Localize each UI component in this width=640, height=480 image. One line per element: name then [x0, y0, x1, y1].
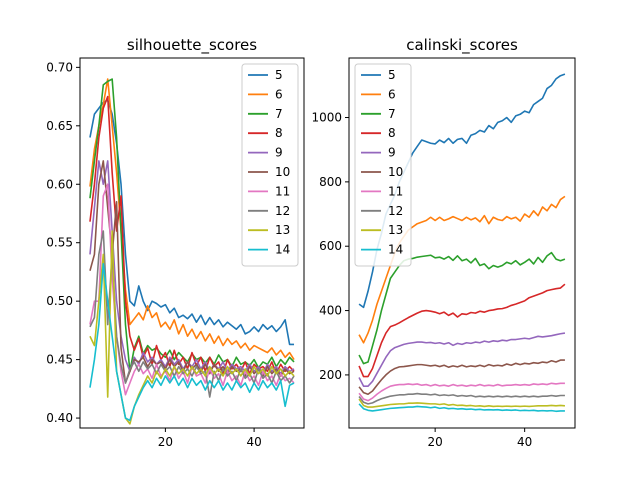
legend-label-9: 9: [275, 146, 283, 160]
legend-label-10: 10: [388, 165, 403, 179]
legend-label-12: 12: [388, 204, 403, 218]
legend-label-5: 5: [388, 68, 396, 82]
series-line-11: [358, 382, 565, 402]
legend-label-7: 7: [388, 107, 396, 121]
legend-label-13: 13: [275, 223, 290, 237]
legend-label-14: 14: [388, 243, 403, 257]
x-tick-label: 20: [158, 435, 173, 449]
chart-panel-calinski_scores: calinski_scores 20 40 200 400 600 800 1000 5 6 7 8 9…: [311, 36, 576, 449]
legend-label-12: 12: [275, 204, 290, 218]
x-tick-label: 40: [517, 435, 532, 449]
legend-label-11: 11: [275, 184, 290, 198]
y-tick-label: 0.50: [46, 294, 73, 308]
series-line-14: [89, 262, 295, 422]
chart-panel-silhouette_scores: silhouette_scores 20 40 0.40 0.45 0.50 0.55 0.6…: [46, 36, 305, 449]
legend-label-13: 13: [388, 223, 403, 237]
y-tick-label: 0.60: [46, 177, 73, 191]
series-line-10: [358, 359, 565, 396]
legend-label-8: 8: [275, 126, 283, 140]
legend-label-11: 11: [388, 184, 403, 198]
y-tick-label: 0.65: [46, 119, 73, 133]
x-tick-label: 40: [246, 435, 261, 449]
legend-label-7: 7: [275, 107, 283, 121]
series-line-8: [358, 283, 566, 378]
series-line-12: [358, 392, 565, 405]
chart-title: calinski_scores: [406, 36, 518, 55]
series-line-9: [358, 332, 566, 387]
series-line-7: [358, 251, 566, 365]
y-tick-label: 0.45: [46, 353, 73, 367]
series-line-5: [89, 99, 295, 346]
y-tick-label: 0.70: [46, 60, 73, 74]
legend-label-14: 14: [275, 243, 290, 257]
legend-label-10: 10: [275, 165, 290, 179]
series-line-14: [358, 403, 565, 413]
x-tick-label: 20: [428, 435, 443, 449]
axes-frame: [348, 57, 576, 429]
legend-label-6: 6: [388, 87, 396, 101]
legend-label-6: 6: [275, 87, 283, 101]
y-tick-label: 200: [319, 368, 342, 382]
y-tick-label: 0.55: [46, 236, 73, 250]
y-tick-label: 600: [319, 239, 342, 253]
y-tick-label: 1000: [311, 111, 342, 125]
legend: 5 6 7 8 9 10 11 12 13 14: [241, 63, 299, 267]
legend: 5 6 7 8 9 10 11 12 13 14: [354, 63, 412, 267]
y-tick-label: 800: [319, 175, 342, 189]
legend-label-8: 8: [388, 126, 396, 140]
y-tick-label: 400: [319, 304, 342, 318]
legend-label-5: 5: [275, 68, 283, 82]
y-tick-label: 0.40: [46, 411, 73, 425]
legend-label-9: 9: [388, 146, 396, 160]
series-line-13: [358, 398, 565, 408]
chart-title: silhouette_scores: [127, 36, 257, 55]
